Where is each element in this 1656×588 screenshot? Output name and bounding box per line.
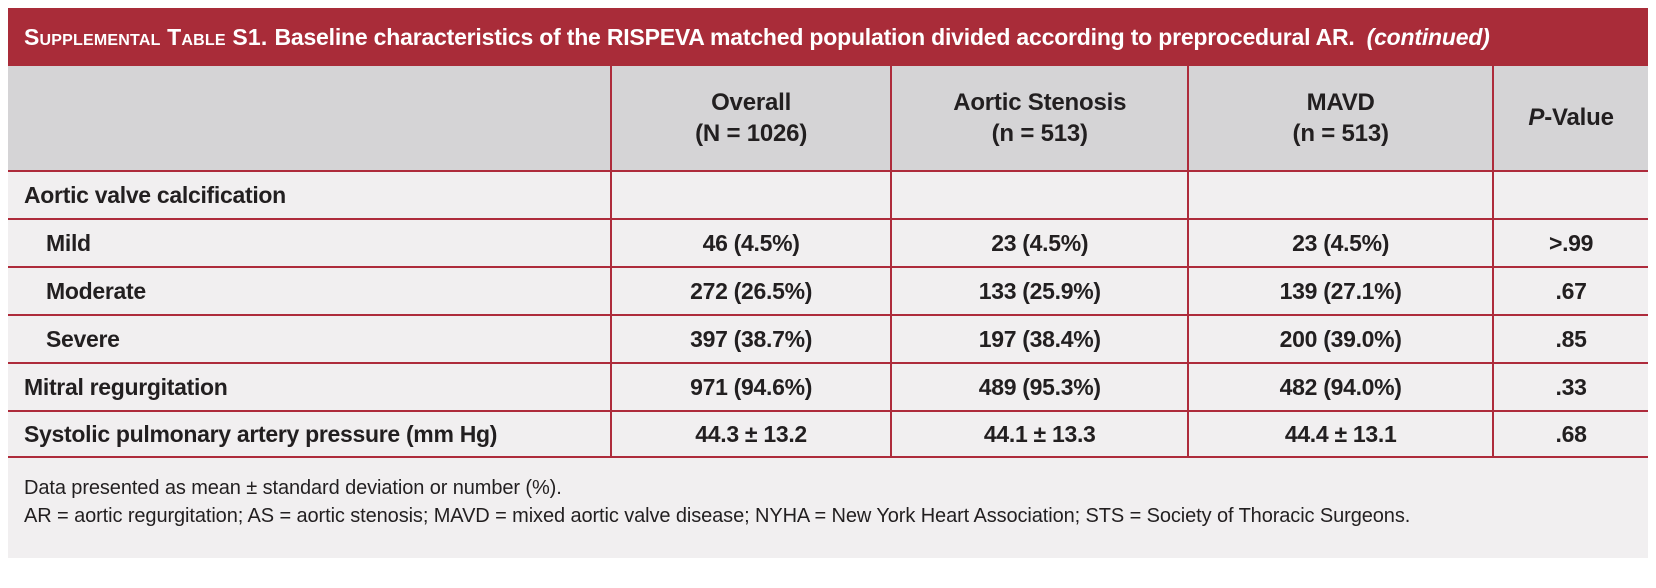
value-overall: 971 (94.6%) — [609, 364, 890, 410]
footnote-data-presentation: Data presented as mean ± standard deviat… — [24, 477, 562, 499]
column-header-mavd: MAVD (n = 513) — [1187, 66, 1492, 170]
table-row-mitral-regurgitation: Mitral regurgitation 971 (94.6%) 489 (95… — [8, 362, 1648, 410]
value-overall: 397 (38.7%) — [609, 316, 890, 362]
value-pvalue: .67 — [1492, 268, 1648, 314]
row-label: Severe — [46, 325, 120, 352]
value-overall: 46 (4.5%) — [609, 220, 890, 266]
column-header-pvalue: P-Value — [1492, 66, 1648, 170]
value-pvalue: .85 — [1492, 316, 1648, 362]
value-mavd: 200 (39.0%) — [1187, 316, 1492, 362]
table-row-systolic-pa-pressure: Systolic pulmonary artery pressure (mm H… — [8, 410, 1648, 458]
table-row-aortic-valve-calcification: Aortic valve calcification — [8, 170, 1648, 218]
value-mavd: 139 (27.1%) — [1187, 268, 1492, 314]
value-mavd: 482 (94.0%) — [1187, 364, 1492, 410]
table-row-severe: Severe 397 (38.7%) 197 (38.4%) 200 (39.0… — [8, 314, 1648, 362]
column-header-empty — [8, 66, 610, 170]
column-header-aortic-stenosis-n: (n = 513) — [991, 120, 1088, 147]
table-row-mild: Mild 46 (4.5%) 23 (4.5%) 23 (4.5%) >.99 — [8, 218, 1648, 266]
row-label: Aortic valve calcification — [24, 181, 286, 208]
value-mavd: 44.4 ± 13.1 — [1187, 412, 1492, 456]
column-header-aortic-stenosis: Aortic Stenosis (n = 513) — [890, 66, 1187, 170]
value-pvalue: .68 — [1492, 412, 1648, 456]
value-overall: 44.3 ± 13.2 — [609, 412, 890, 456]
column-header-overall-n: (N = 1026) — [695, 120, 808, 147]
footnote-abbreviations: AR = aortic regurgitation; AS = aortic s… — [24, 505, 1411, 527]
value-aortic-stenosis: 489 (95.3%) — [890, 364, 1187, 410]
table-title-label: Supplemental Table S1. — [24, 23, 268, 50]
column-header-aortic-stenosis-label: Aortic Stenosis — [953, 88, 1127, 116]
row-label: Systolic pulmonary artery pressure (mm H… — [24, 420, 498, 447]
table-footnotes: Data presented as mean ± standard deviat… — [8, 458, 1648, 558]
table-header-row: Overall (N = 1026) Aortic Stenosis (n = … — [8, 66, 1648, 170]
value-aortic-stenosis — [890, 172, 1187, 218]
value-pvalue: .33 — [1492, 364, 1648, 410]
column-header-overall-label: Overall — [711, 88, 792, 116]
value-aortic-stenosis: 44.1 ± 13.3 — [890, 412, 1187, 456]
value-aortic-stenosis: 133 (25.9%) — [890, 268, 1187, 314]
pvalue-rest: -Value — [1544, 104, 1614, 132]
value-mavd — [1187, 172, 1492, 218]
row-label: Mitral regurgitation — [24, 373, 228, 400]
column-header-pvalue-label: P-Value — [1528, 102, 1614, 133]
supplemental-table-s1: Supplemental Table S1. Baseline characte… — [8, 8, 1648, 558]
table-title-continued: (continued) — [1366, 23, 1490, 50]
pvalue-italic-p: P — [1528, 104, 1545, 132]
value-aortic-stenosis: 23 (4.5%) — [890, 220, 1187, 266]
value-overall: 272 (26.5%) — [609, 268, 890, 314]
table-row-moderate: Moderate 272 (26.5%) 133 (25.9%) 139 (27… — [8, 266, 1648, 314]
column-header-mavd-n: (n = 513) — [1292, 120, 1389, 147]
column-header-mavd-label: MAVD — [1306, 88, 1375, 116]
column-header-overall: Overall (N = 1026) — [609, 66, 890, 170]
row-label: Mild — [46, 229, 91, 256]
table-title-bar: Supplemental Table S1. Baseline characte… — [8, 8, 1648, 66]
value-pvalue — [1492, 172, 1648, 218]
value-aortic-stenosis: 197 (38.4%) — [890, 316, 1187, 362]
table-title-text: Baseline characteristics of the RISPEVA … — [274, 23, 1355, 50]
value-mavd: 23 (4.5%) — [1187, 220, 1492, 266]
value-pvalue: >.99 — [1492, 220, 1648, 266]
row-label: Moderate — [46, 277, 146, 304]
value-overall — [609, 172, 890, 218]
